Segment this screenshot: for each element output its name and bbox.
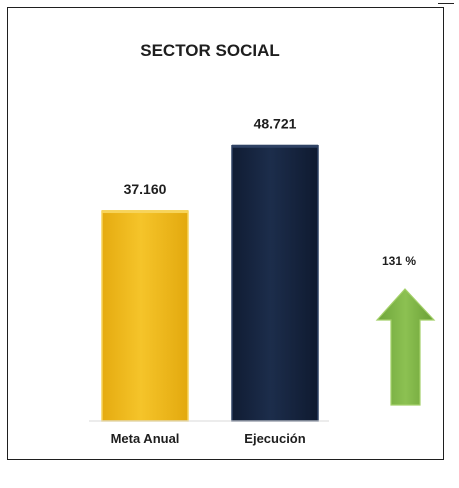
chart-frame	[7, 7, 444, 460]
bar-ejecucion	[231, 144, 319, 422]
data-label: 37.160	[124, 181, 167, 197]
chart-svg: SECTOR SOCIAL 37.160 Meta Anual 48.721 Ejec…	[89, 41, 436, 446]
bar-top-highlight	[232, 144, 318, 148]
chart-title: SECTOR SOCIAL	[140, 41, 279, 60]
indicator-group: 131 %	[375, 254, 436, 406]
bar-top-highlight	[102, 210, 188, 214]
data-label: 48.721	[254, 116, 297, 132]
category-label: Ejecución	[244, 431, 305, 446]
corner-divider	[438, 3, 454, 4]
percentage-label: 131 %	[382, 254, 416, 268]
category-label: Meta Anual	[111, 431, 180, 446]
up-arrow-icon	[375, 288, 436, 406]
bar-meta-anual	[101, 210, 189, 422]
